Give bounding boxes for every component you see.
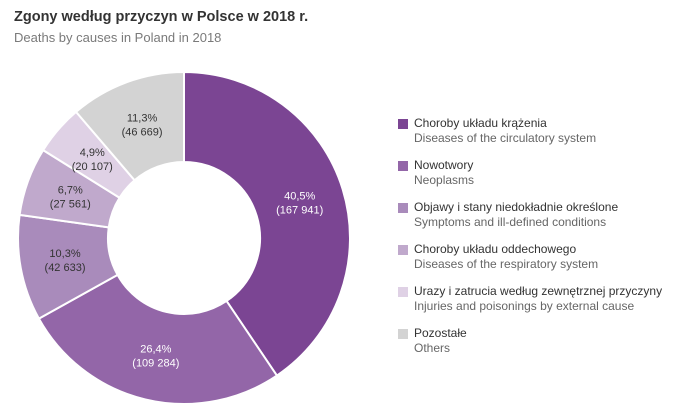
legend-item: Nowotwory Neoplasms (398, 158, 662, 200)
slice-percent-label: 40,5% (284, 191, 315, 203)
chart-legend: Choroby układu krążenia Diseases of the c… (398, 116, 662, 368)
legend-item: Objawy i stany niedokładnie określone Sym… (398, 200, 662, 242)
legend-item: Urazy i zatrucia według zewnętrznej przy… (398, 284, 662, 326)
chart-subtitle: Deaths by causes in Poland in 2018 (14, 30, 222, 45)
legend-label-pl: Objawy i stany niedokładnie określone (414, 200, 619, 214)
slice-value-label: (109 284) (132, 358, 179, 370)
legend-swatch (398, 119, 408, 129)
legend-item: Choroby układu krążenia Diseases of the c… (398, 116, 662, 158)
legend-swatch (398, 245, 408, 255)
legend-label-pl: Nowotwory (414, 158, 474, 172)
legend-swatch (398, 203, 408, 213)
legend-swatch (398, 329, 408, 339)
slice-value-label: (20 107) (72, 161, 113, 173)
legend-label-pl: Pozostałe (414, 326, 467, 340)
legend-label-pl: Choroby układu oddechowego (414, 242, 577, 256)
chart-title: Zgony według przyczyn w Polsce w 2018 r. (14, 9, 309, 25)
slice-value-label: (46 669) (122, 127, 163, 139)
pie-slice (183, 70, 351, 377)
legend-label-en: Neoplasms (414, 173, 475, 187)
legend-label-en: Diseases of the circulatory system (414, 131, 597, 145)
slice-value-label: (27 561) (50, 199, 91, 211)
slice-value-label: (42 633) (45, 262, 86, 274)
legend-label-pl: Urazy i zatrucia według zewnętrznej przy… (414, 284, 663, 298)
legend-label-pl: Choroby układu krążenia (414, 116, 547, 130)
slice-percent-label: 4,9% (80, 147, 105, 159)
pie-slice (37, 273, 279, 405)
legend-label-en: Injuries and poisonings by external caus… (414, 299, 635, 313)
slice-percent-label: 26,4% (140, 344, 171, 356)
legend-label-en: Symptoms and ill-defined conditions (414, 215, 607, 229)
slice-percent-label: 6,7% (58, 185, 83, 197)
legend-item: Pozostałe Others (398, 326, 662, 368)
legend-label-en: Others (414, 341, 451, 355)
legend-swatch (398, 161, 408, 171)
slice-value-label: (167 941) (276, 205, 323, 217)
slice-percent-label: 11,3% (127, 113, 158, 125)
legend-swatch (398, 287, 408, 297)
pie-slice (74, 70, 185, 182)
legend-label-en: Diseases of the respiratory system (414, 257, 599, 271)
slice-percent-label: 10,3% (49, 248, 80, 260)
legend-item: Choroby układu oddechowego Diseases of th… (398, 242, 662, 284)
